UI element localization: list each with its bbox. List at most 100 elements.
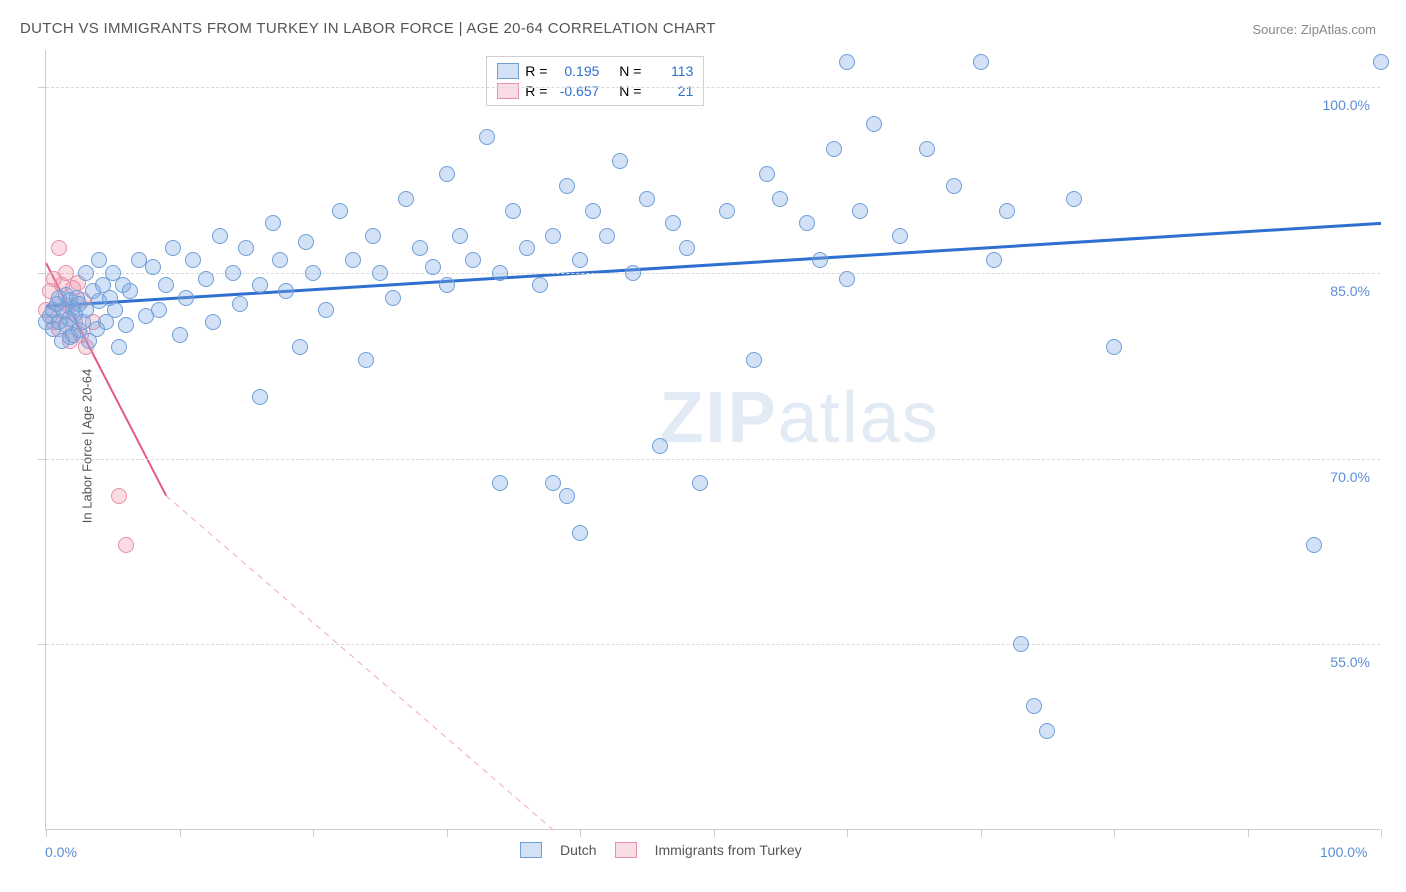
point-dutch [719, 203, 735, 219]
point-turkey [111, 488, 127, 504]
point-dutch [385, 290, 401, 306]
point-dutch [852, 203, 868, 219]
point-dutch [532, 277, 548, 293]
point-dutch [1039, 723, 1055, 739]
x-tick [580, 829, 581, 837]
point-dutch [107, 302, 123, 318]
legend-row-dutch: R = 0.195 N = 113 [497, 61, 693, 81]
point-dutch [318, 302, 334, 318]
point-dutch [452, 228, 468, 244]
point-dutch [151, 302, 167, 318]
point-dutch [572, 525, 588, 541]
point-dutch [1013, 636, 1029, 652]
point-dutch [1026, 698, 1042, 714]
point-dutch [118, 317, 134, 333]
point-dutch [232, 296, 248, 312]
point-dutch [225, 265, 241, 281]
x-tick [1114, 829, 1115, 837]
x-tick [46, 829, 47, 837]
point-dutch [892, 228, 908, 244]
point-dutch [1306, 537, 1322, 553]
point-dutch [665, 215, 681, 231]
gridline [46, 644, 1380, 645]
point-dutch [298, 234, 314, 250]
point-dutch [165, 240, 181, 256]
point-dutch [1066, 191, 1082, 207]
n-label: N = [619, 63, 641, 79]
point-dutch [479, 129, 495, 145]
point-dutch [612, 153, 628, 169]
point-dutch [559, 178, 575, 194]
point-dutch [205, 314, 221, 330]
point-dutch [412, 240, 428, 256]
point-dutch [439, 277, 455, 293]
point-dutch [679, 240, 695, 256]
point-dutch [625, 265, 641, 281]
correlation-legend: R = 0.195 N = 113 R = -0.657 N = 21 [486, 56, 704, 106]
x-tick [447, 829, 448, 837]
source-attribution: Source: ZipAtlas.com [1252, 22, 1376, 37]
point-dutch [439, 166, 455, 182]
point-dutch [946, 178, 962, 194]
point-dutch [252, 389, 268, 405]
point-dutch [91, 252, 107, 268]
legend-label-dutch: Dutch [560, 842, 597, 858]
point-dutch [158, 277, 174, 293]
point-dutch [492, 265, 508, 281]
point-dutch [238, 240, 254, 256]
point-dutch [425, 259, 441, 275]
point-dutch [365, 228, 381, 244]
point-dutch [826, 141, 842, 157]
point-dutch [545, 475, 561, 491]
watermark: ZIPatlas [660, 377, 940, 459]
n-value-dutch: 113 [647, 63, 693, 79]
y-tick-label: 70.0% [1330, 469, 1370, 485]
point-dutch [599, 228, 615, 244]
point-dutch [746, 352, 762, 368]
point-dutch [866, 116, 882, 132]
point-dutch [272, 252, 288, 268]
x-tick [1248, 829, 1249, 837]
point-dutch [545, 228, 561, 244]
point-dutch [772, 191, 788, 207]
point-dutch [759, 166, 775, 182]
trend-lines-layer [46, 50, 1381, 830]
x-tick [180, 829, 181, 837]
point-dutch [465, 252, 481, 268]
point-dutch [799, 215, 815, 231]
point-dutch [639, 191, 655, 207]
x-end-label: 100.0% [1320, 844, 1367, 860]
r-value-dutch: 0.195 [553, 63, 599, 79]
n-value-turkey: 21 [647, 83, 693, 99]
x-end-label: 0.0% [45, 844, 77, 860]
y-tick-label: 55.0% [1330, 654, 1370, 670]
point-dutch [372, 265, 388, 281]
r-label: R = [525, 63, 547, 79]
point-dutch [358, 352, 374, 368]
chart-title: DUTCH VS IMMIGRANTS FROM TURKEY IN LABOR… [20, 20, 716, 37]
x-tick [847, 829, 848, 837]
point-dutch [692, 475, 708, 491]
point-turkey [118, 537, 134, 553]
y-tick-label: 100.0% [1323, 97, 1370, 113]
x-tick [313, 829, 314, 837]
point-dutch [172, 327, 188, 343]
point-dutch [839, 54, 855, 70]
watermark-bold: ZIP [660, 378, 778, 458]
point-dutch [572, 252, 588, 268]
point-dutch [973, 54, 989, 70]
watermark-light: atlas [778, 378, 940, 458]
point-dutch [278, 283, 294, 299]
point-dutch [492, 475, 508, 491]
scatter-plot-area: ZIPatlas R = 0.195 N = 113 R = -0.657 N … [45, 50, 1380, 830]
point-dutch [265, 215, 281, 231]
n-label: N = [619, 83, 641, 99]
point-dutch [505, 203, 521, 219]
point-dutch [839, 271, 855, 287]
source-name: ZipAtlas.com [1301, 22, 1376, 37]
r-label: R = [525, 83, 547, 99]
gridline [46, 273, 1380, 274]
series-legend: Dutch Immigrants from Turkey [520, 842, 802, 858]
point-dutch [145, 259, 161, 275]
swatch-turkey [497, 83, 519, 99]
